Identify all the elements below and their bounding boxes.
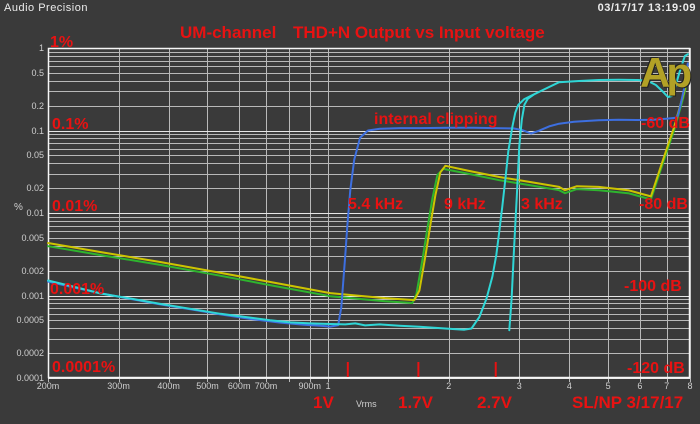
annotation--100-db: -100 dB [624, 278, 682, 295]
annotation-3-khz: 3 kHz [521, 196, 563, 213]
annotation--80-db: -80 dB [639, 196, 688, 213]
x-tick-label: 5 [605, 381, 611, 391]
annotation-1v: 1V [313, 393, 334, 412]
annotation-2-7v: 2.7V [477, 393, 512, 412]
annotation-sl-np-3-17-17: SL/NP 3/17/17 [572, 393, 684, 412]
chart-channel-label: UM-channel [180, 23, 277, 42]
x-tick-label: 7 [664, 381, 670, 391]
trace-3-khz [47, 53, 689, 331]
y-tick-label: 0.005 [21, 232, 44, 243]
x-tick-label: 4 [566, 381, 572, 391]
x-tick-label: 200m [36, 381, 60, 391]
y-tick-label: 0.0002 [16, 348, 44, 359]
timestamp: 03/17/17 13:19:09 [597, 2, 696, 14]
annotation-0-0001-: 0.0001% [52, 359, 116, 376]
y-axis-unit-label: % [14, 202, 23, 213]
audio-precision-logo: Ap [640, 49, 692, 96]
annotation-0-1-: 0.1% [52, 116, 89, 133]
trace-9-khz-pair-green- [47, 78, 689, 304]
x-tick-label: 3 [516, 381, 522, 391]
y-tick-label: 0.2 [31, 100, 44, 111]
chart-title: THD+N Output vs Input voltage [293, 23, 545, 42]
y-tick-label: 0.0001 [16, 373, 44, 383]
y-tick-label: 0.002 [21, 265, 44, 276]
x-tick-label: 8 [687, 381, 693, 391]
x-tick-label: 1 [325, 381, 331, 391]
annotation--120-db: -120 dB [627, 360, 685, 377]
x-axis-unit-label: Vrms [356, 399, 377, 409]
y-tick-label: 1 [38, 43, 44, 53]
trace-5-4-khz [47, 62, 689, 328]
trace-3-khz-return-edge [508, 93, 535, 332]
trace-9-khz [47, 75, 689, 302]
y-tick-label: 0.1 [31, 125, 44, 136]
annotation-internal-clipping: internal clipping [374, 111, 498, 128]
annotation-9-khz: 9 kHz [444, 196, 486, 213]
y-tick-label: 0.02 [26, 183, 44, 194]
y-tick-label: 0.05 [26, 150, 44, 161]
app-name: Audio Precision [4, 2, 88, 14]
y-tick-label: 0.01 [26, 208, 44, 218]
x-tick-label: 2 [446, 381, 452, 391]
y-tick-label: 0.0005 [16, 315, 44, 326]
annotation-0-01-: 0.01% [52, 198, 98, 215]
annotation-1-7v: 1.7V [398, 393, 433, 412]
x-tick-label: 300m [107, 381, 130, 391]
x-tick-label: 400m [157, 381, 180, 391]
x-tick-label: 500m [196, 381, 219, 391]
annotation-0-001-: 0.001% [50, 281, 105, 298]
x-tick-label: 6 [637, 381, 643, 391]
x-tick-label: 600m [227, 381, 251, 391]
y-tick-label: 0.5 [31, 67, 44, 78]
x-tick-label: 900m [298, 381, 321, 391]
annotation--60-db: -60 dB [641, 115, 690, 132]
y-tick-label: 0.001 [21, 290, 44, 301]
annotation-1-: 1% [50, 34, 74, 51]
annotation-5-4-khz: 5.4 kHz [348, 196, 404, 213]
x-tick-label: 700m [254, 381, 278, 391]
